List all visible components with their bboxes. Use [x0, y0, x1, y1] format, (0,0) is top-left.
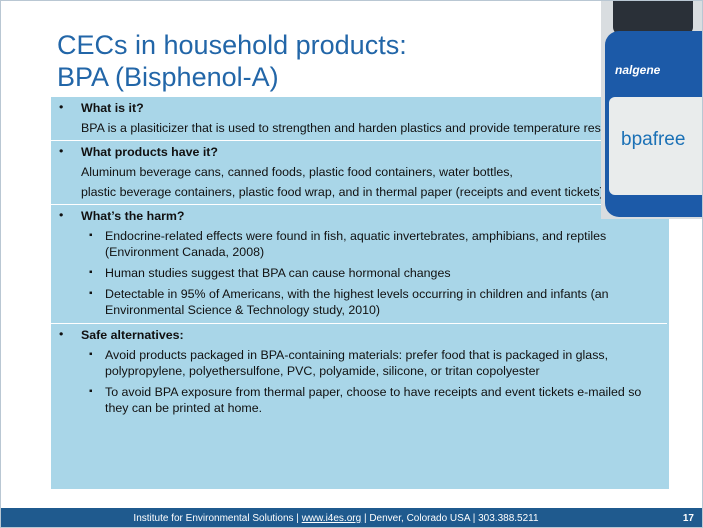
section: What is it? BPA is a plasiticizer that is… [59, 100, 659, 136]
footer-org: Institute for Environmental Solutions [133, 513, 293, 524]
section-heading: What products have it? [81, 144, 659, 160]
section-divider [51, 204, 667, 205]
section: Safe alternatives: Avoid products package… [59, 327, 659, 416]
footer-location: Denver, Colorado USA [369, 513, 470, 524]
section: What’s the harm? Endocrine-related effect… [59, 208, 659, 318]
bullet-item: Detectable in 95% of Americans, with the… [89, 286, 659, 318]
page: {"header": {"title_line1": "CECs in hous… [0, 0, 703, 528]
section-text: BPA is a plasiticizer that is used to st… [81, 120, 659, 136]
footer: Institute for Environmental Solutions | … [1, 508, 703, 528]
section-heading: What’s the harm? [81, 208, 659, 224]
section-heading: What is it? [81, 100, 659, 116]
content: What is it? BPA is a plasiticizer that is… [59, 97, 659, 421]
label-text: bpafree [621, 129, 685, 151]
section-divider [51, 140, 667, 141]
footer-separator: | [473, 513, 476, 524]
brand-text: nalgene [615, 63, 660, 77]
section-text: plastic beverage containers, plastic foo… [81, 184, 659, 200]
title-line: BPA (Bisphenol-A) [57, 61, 407, 93]
bullet-item: To avoid BPA exposure from thermal paper… [89, 384, 659, 416]
page-number: 17 [683, 508, 694, 528]
bottle-photo: nalgene bpafree [601, 1, 703, 219]
bullet-item: Endocrine-related effects were found in … [89, 228, 659, 260]
section-text: Aluminum beverage cans, canned foods, pl… [81, 164, 659, 180]
footer-text: Institute for Environmental Solutions | … [1, 508, 671, 528]
bottle-cap [613, 1, 693, 35]
footer-link[interactable]: www.i4es.org [302, 513, 361, 524]
footer-phone: 303.388.5211 [478, 513, 538, 524]
section: What products have it? Aluminum beverage … [59, 144, 659, 200]
footer-separator: | [364, 513, 367, 524]
bullet-item: Human studies suggest that BPA can cause… [89, 265, 659, 281]
section-divider [51, 323, 667, 324]
section-heading: Safe alternatives: [81, 327, 659, 343]
slide-title: CECs in household products: BPA (Bisphen… [57, 29, 407, 93]
bullet-item: Avoid products packaged in BPA-containin… [89, 347, 659, 379]
slide: CECs in household products: BPA (Bisphen… [0, 0, 703, 528]
footer-separator: | [296, 513, 299, 524]
title-line: CECs in household products: [57, 29, 407, 61]
